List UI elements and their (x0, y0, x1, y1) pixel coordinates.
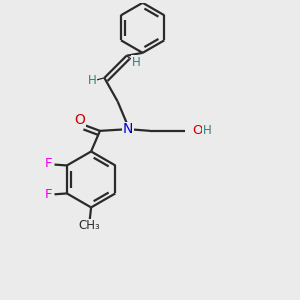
Text: F: F (45, 188, 52, 201)
Text: H: H (203, 124, 212, 137)
Text: CH₃: CH₃ (79, 220, 100, 232)
Text: N: N (123, 122, 133, 136)
Text: H: H (88, 74, 96, 87)
Text: F: F (45, 158, 52, 170)
Text: OH: OH (192, 124, 212, 137)
Text: O: O (74, 113, 86, 127)
Text: H: H (131, 56, 140, 69)
